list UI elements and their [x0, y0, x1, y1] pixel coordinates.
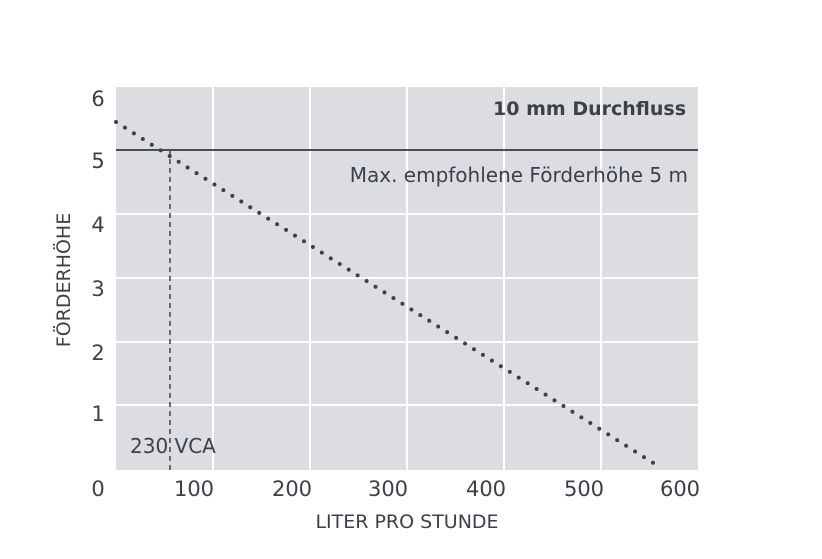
chart-title: 10 mm Durchfluss	[493, 98, 686, 120]
svg-text:4: 4	[91, 213, 104, 237]
svg-text:600: 600	[660, 477, 700, 501]
svg-text:300: 300	[368, 477, 408, 501]
y-gridlines	[116, 213, 698, 406]
svg-text:3: 3	[91, 277, 104, 301]
x-axis-title: LITER PRO STUNDE	[315, 511, 498, 533]
svg-text:6: 6	[91, 87, 104, 111]
pump-curve-dotted-line	[114, 120, 660, 468]
svg-text:1: 1	[91, 402, 104, 426]
svg-text:5: 5	[91, 149, 104, 173]
svg-text:0: 0	[91, 477, 104, 501]
svg-text:500: 500	[564, 477, 604, 501]
max-head-label: Max. empfohlene Förderhöhe 5 m	[350, 163, 688, 187]
voltage-label: 230 VCA	[130, 434, 216, 458]
y-axis-title: FÖRDERHÖHE	[52, 213, 75, 347]
svg-text:2: 2	[91, 341, 104, 365]
svg-text:200: 200	[272, 477, 312, 501]
x-tick-labels: 0 100 200 300 400 500 600	[91, 477, 700, 501]
svg-text:400: 400	[466, 477, 506, 501]
svg-text:100: 100	[174, 477, 214, 501]
y-tick-labels: 6 5 4 3 2 1	[91, 87, 104, 426]
